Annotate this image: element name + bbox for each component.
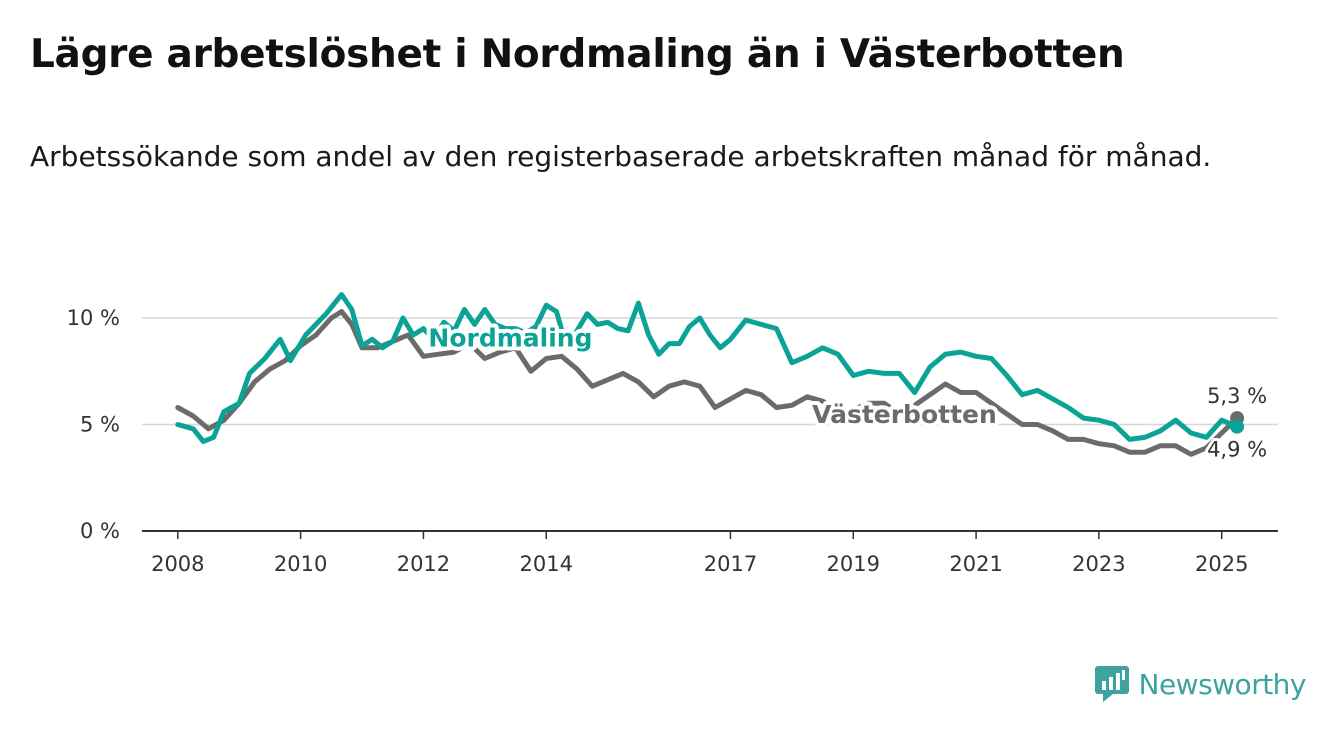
newsworthy-logo-icon bbox=[1094, 666, 1129, 702]
series-labels: NordmalingNordmalingVästerbottenVästerbo… bbox=[424, 319, 1270, 464]
series-label-halo: Nordmaling bbox=[428, 323, 592, 352]
series-lines bbox=[175, 292, 1245, 457]
end-point-nordmaling bbox=[1230, 419, 1245, 434]
x-tick-label: 2019 bbox=[827, 552, 880, 576]
y-tick-label: 0 % bbox=[80, 519, 120, 543]
newsworthy-brand[interactable]: Newsworthy bbox=[1094, 666, 1307, 702]
chart-subtitle: Arbetssökande som andel av den registerb… bbox=[30, 140, 1212, 173]
x-axis-ticks: 2008 2010 2012 2014 2017 2019 2021 2023 2025 bbox=[151, 531, 1248, 576]
y-tick-label: 5 % bbox=[80, 413, 120, 437]
chart-title: Lägre arbetslöshet i Nordmaling än i Väs… bbox=[30, 32, 1125, 77]
series-label: Västerbotten bbox=[812, 400, 997, 429]
x-tick-label: 2008 bbox=[151, 552, 204, 576]
end-label: 5,3 % bbox=[1207, 384, 1267, 408]
x-tick-label: 2025 bbox=[1195, 552, 1248, 576]
x-tick-label: 2023 bbox=[1072, 552, 1125, 576]
series-label: Nordmaling bbox=[428, 323, 592, 352]
end-label-halo: 5,3 % bbox=[1207, 384, 1267, 408]
series-label-halo: Västerbotten bbox=[812, 400, 997, 429]
end-label-halo: 4,9 % bbox=[1207, 438, 1267, 462]
series-line-nordmaling bbox=[175, 292, 1240, 444]
x-tick-label: 2010 bbox=[274, 552, 327, 576]
series-line-västerbotten bbox=[175, 309, 1240, 457]
y-tick-label: 10 % bbox=[67, 306, 120, 330]
x-tick-label: 2014 bbox=[520, 552, 573, 576]
brand-name: Newsworthy bbox=[1138, 667, 1307, 701]
x-tick-label: 2017 bbox=[704, 552, 757, 576]
x-tick-label: 2021 bbox=[949, 552, 1002, 576]
x-tick-label: 2012 bbox=[397, 552, 450, 576]
end-label: 4,9 % bbox=[1207, 438, 1267, 462]
y-axis-ticks: 0 % 5 % 10 % bbox=[67, 306, 120, 543]
